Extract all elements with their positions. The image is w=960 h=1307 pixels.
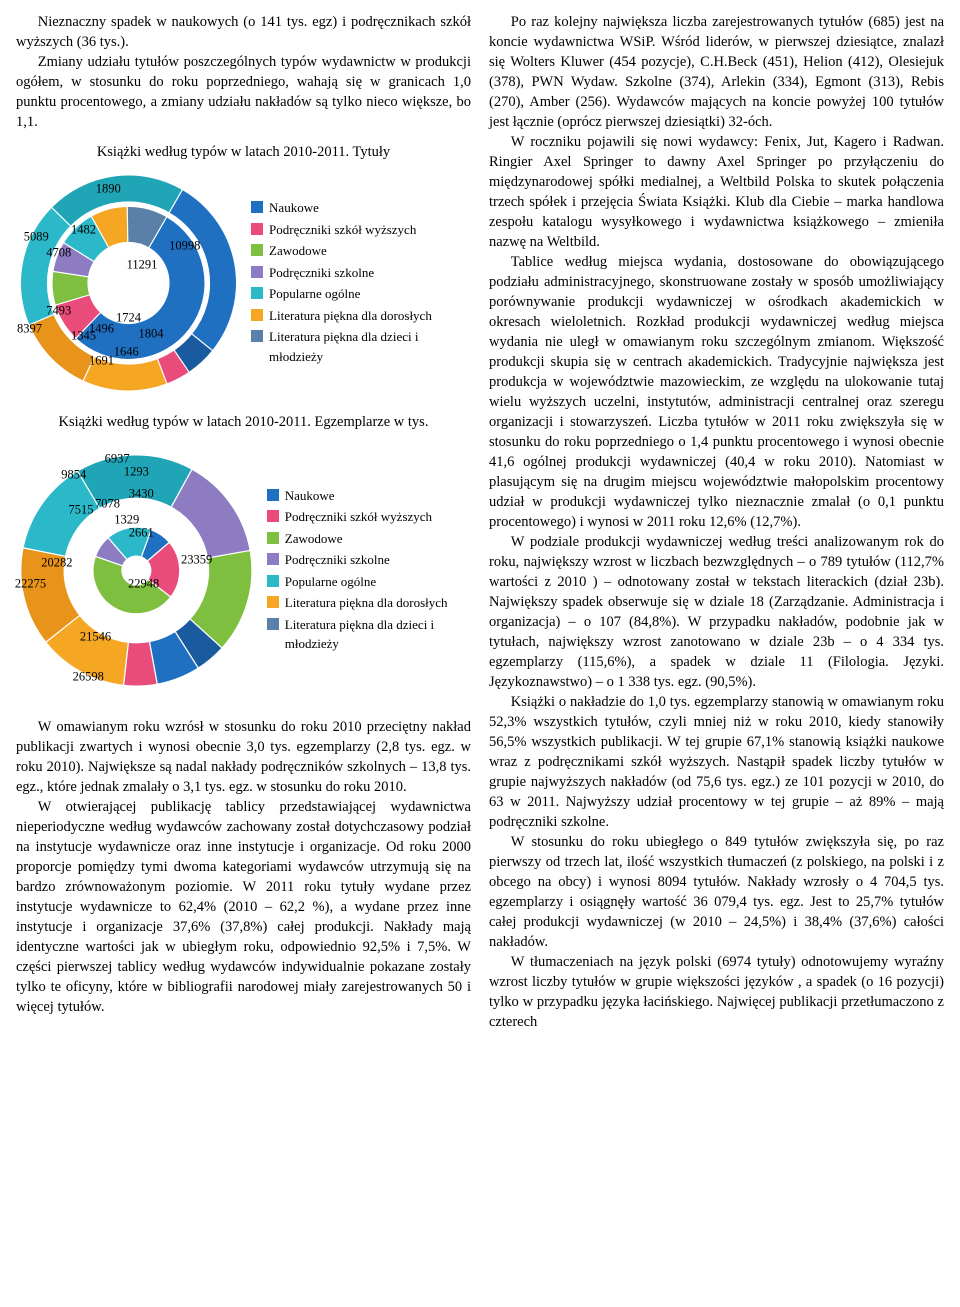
legend-label: Naukowe (269, 198, 319, 218)
legend-label: Podręczniki szkół wyższych (269, 220, 416, 240)
legend-label: Zawodowe (269, 241, 327, 261)
right-p4: W podziale produkcji wydawniczej według … (489, 532, 944, 692)
chart1-title: Książki według typów w latach 2010-2011.… (16, 142, 471, 162)
left-intro-2: Zmiany udziału tytułów poszczególnych ty… (16, 52, 471, 132)
right-p7: W tłumaczeniach na język polski (6974 ty… (489, 952, 944, 1032)
legend-swatch (267, 532, 279, 544)
legend-item: Popularne ogólne (251, 284, 471, 304)
legend-item: Literatura piękna dla dzieci i młodzieży (251, 327, 471, 366)
legend-swatch (251, 223, 263, 235)
legend-item: Podręczniki szkolne (251, 263, 471, 283)
legend-swatch (251, 287, 263, 299)
legend-swatch (251, 201, 263, 213)
legend-label: Podręczniki szkół wyższych (285, 507, 432, 527)
legend-item: Podręczniki szkół wyższych (251, 220, 471, 240)
legend-item: Literatura piękna dla dorosłych (267, 593, 471, 613)
legend-swatch (267, 553, 279, 565)
left-intro-1: Nieznaczny spadek w naukowych (o 141 tys… (16, 12, 471, 52)
legend-item: Popularne ogólne (267, 572, 471, 592)
legend-label: Naukowe (285, 486, 335, 506)
legend-swatch (267, 575, 279, 587)
chart2-donut: 6937129398543430751570781329266120282233… (16, 438, 257, 703)
legend-label: Podręczniki szkolne (269, 263, 374, 283)
legend-item: Literatura piękna dla dorosłych (251, 306, 471, 326)
legend-item: Podręczniki szkół wyższych (267, 507, 471, 527)
chart2-block: Książki według typów w latach 2010-2011.… (16, 412, 471, 703)
right-p2: W roczniku pojawili się nowi wydawcy: Fe… (489, 132, 944, 252)
legend-label: Literatura piękna dla dorosłych (285, 593, 448, 613)
legend-swatch (267, 510, 279, 522)
legend-label: Literatura piękna dla dzieci i młodzieży (269, 327, 471, 366)
legend-label: Podręczniki szkolne (285, 550, 390, 570)
legend-item: Naukowe (251, 198, 471, 218)
right-p6: W stosunku do roku ubiegłego o 849 tytuł… (489, 832, 944, 952)
legend-item: Naukowe (267, 486, 471, 506)
legend-swatch (251, 309, 263, 321)
legend-swatch (251, 244, 263, 256)
legend-item: Literatura piękna dla dzieci i młodzieży (267, 615, 471, 654)
chart1-block: Książki według typów w latach 2010-2011.… (16, 142, 471, 398)
legend-swatch (251, 266, 263, 278)
legend-swatch (267, 489, 279, 501)
legend-swatch (267, 596, 279, 608)
legend-swatch (267, 618, 279, 630)
chart2-title: Książki według typów w latach 2010-2011.… (16, 412, 471, 432)
legend-item: Podręczniki szkolne (267, 550, 471, 570)
legend-item: Zawodowe (251, 241, 471, 261)
chart1-legend: NaukowePodręczniki szkół wyższychZawodow… (251, 198, 471, 368)
legend-item: Zawodowe (267, 529, 471, 549)
left-para4: W otwierającej publikację tablicy przeds… (16, 797, 471, 1017)
legend-swatch (251, 330, 263, 342)
right-p1: Po raz kolejny największa liczba zarejes… (489, 12, 944, 132)
legend-label: Popularne ogólne (285, 572, 376, 592)
left-para3: W omawianym roku wzrósł w stosunku do ro… (16, 717, 471, 797)
chart1-donut: 1099818901482508947087493839711291172414… (16, 168, 241, 398)
chart2-legend: NaukowePodręczniki szkół wyższychZawodow… (267, 486, 471, 656)
right-p3: Tablice według miejsca wydania, dostosow… (489, 252, 944, 532)
right-p5: Książki o nakładzie do 1,0 tys. egzempla… (489, 692, 944, 832)
legend-label: Popularne ogólne (269, 284, 360, 304)
legend-label: Literatura piękna dla dzieci i młodzieży (285, 615, 471, 654)
legend-label: Literatura piękna dla dorosłych (269, 306, 432, 326)
legend-label: Zawodowe (285, 529, 343, 549)
